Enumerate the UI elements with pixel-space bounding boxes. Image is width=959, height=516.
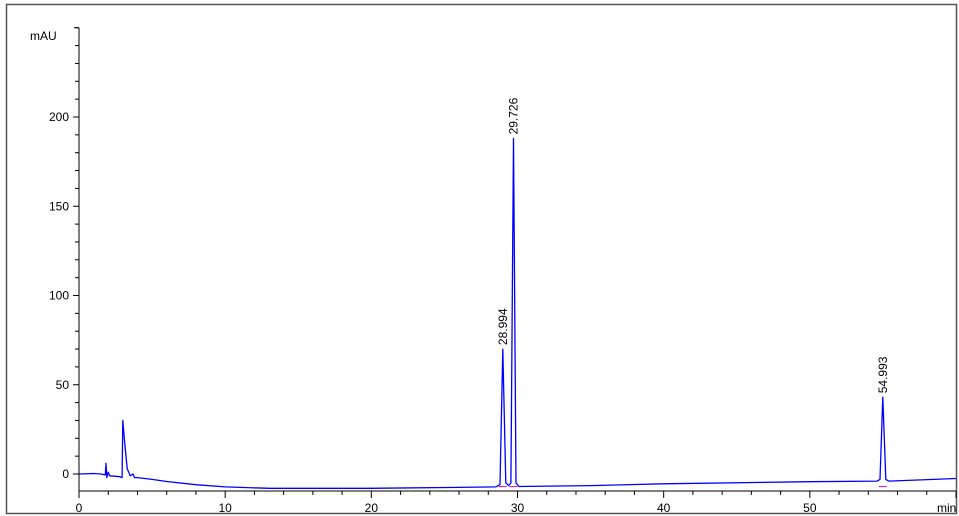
y-tick-label: 150 [49,199,69,213]
trace-group [78,137,957,489]
peak-labels: 28.994 29.726 54.993 [496,97,890,487]
x-tick-label: 50 [803,501,817,515]
y-tick-label: 0 [62,467,69,481]
x-tick-label: 20 [365,501,379,515]
chromatogram-trace [78,137,957,489]
peak-label: 29.726 [506,97,520,134]
chart-frame [5,3,958,515]
peak-label: 28.994 [496,308,510,345]
y-tick-label: 100 [49,289,69,303]
x-tick-label: 10 [218,501,232,515]
x-axis-label: min [937,501,956,515]
x-tick-label: 40 [657,501,671,515]
x-tick-label: 0 [76,501,83,515]
peak-label: 54.993 [876,356,890,393]
axes: 0 50 100 150 200 0 10 20 30 40 50 [49,27,957,515]
y-tick-label: 50 [56,378,70,392]
x-tick-label: 30 [511,501,525,515]
y-axis-label: mAU [30,29,57,43]
y-tick-label: 200 [49,110,69,124]
